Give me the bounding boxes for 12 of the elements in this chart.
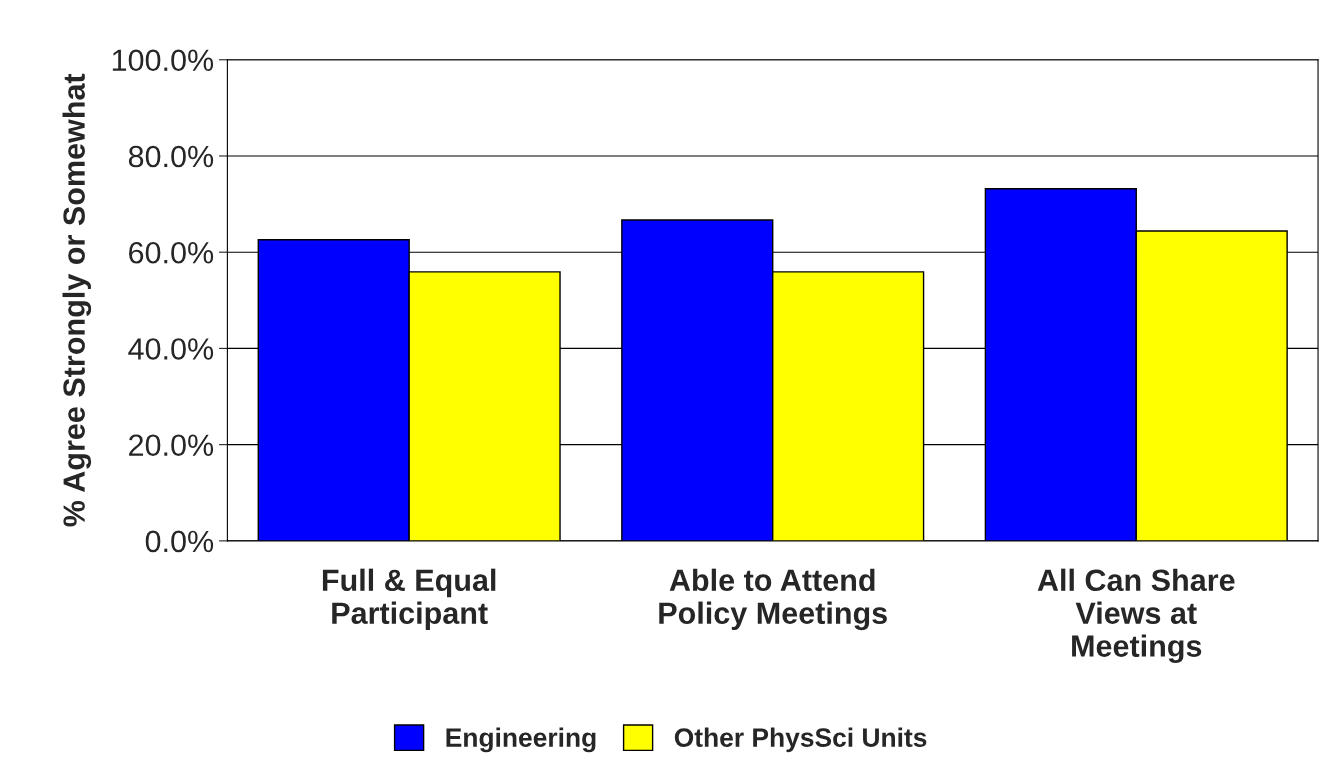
y-tick-label: 20.0% [129,434,214,457]
y-tick-label: 40.0% [128,338,214,360]
y-tick-label: 60.0% [129,241,214,264]
y-axis-title: % Agree Strongly or Somewhat [62,73,92,527]
y-tick-label: 0.0% [145,530,214,553]
x-tick-label: Able to Attend Policy Meetings [659,568,887,631]
x-tick-label: Full & Equal Participant [322,568,496,631]
y-tick-label: 100.0% [112,49,214,72]
legend-label: Other PhysSci Units [674,727,927,753]
legend-label: Engineering [446,727,596,753]
x-tick-label: All Can Share Views at Meetings [1037,568,1235,664]
y-tick-label: 80.0% [128,145,214,168]
